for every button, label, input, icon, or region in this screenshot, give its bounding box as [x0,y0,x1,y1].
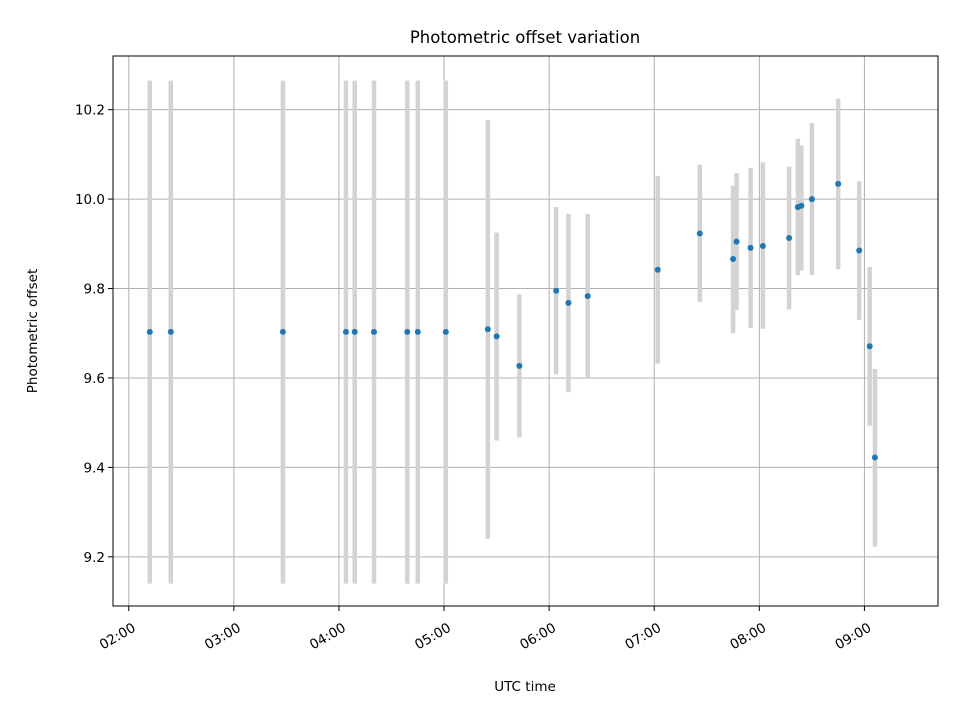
data-point [584,293,591,300]
data-point [553,287,560,294]
chart-title: Photometric offset variation [410,28,640,47]
data-point [866,343,873,350]
data-point [370,328,377,335]
data-point [835,180,842,187]
plot-frame [112,55,939,607]
data-point [798,202,805,209]
data-point [414,328,421,335]
y-tick-label: 9.6 [84,371,105,387]
data-point [484,326,491,333]
y-tick-label: 10.0 [75,192,105,208]
data-point [146,328,153,335]
y-tick-label: 9.8 [84,282,105,298]
data-point [696,230,703,237]
data-point [404,328,411,335]
data-point [493,333,500,340]
data-point [442,328,449,335]
data-point [733,238,740,245]
data-point [654,266,661,273]
y-tick-label: 9.4 [84,460,105,476]
x-axis-label: UTC time [494,679,556,695]
y-axis-label: Photometric offset [25,269,41,393]
data-point [167,328,174,335]
data-point [871,454,878,461]
y-tick-label: 10.2 [75,103,105,119]
data-point [747,244,754,251]
y-tick-label: 9.2 [84,550,105,566]
data-point [759,243,766,250]
data-point [565,299,572,306]
data-point [856,247,863,254]
data-point [730,256,737,263]
y-axis-ticks: 9.2 9.4 9.6 9.8 10.0 10.2 [75,103,113,566]
data-point [342,328,349,335]
data-point [279,328,286,335]
data-point [786,234,793,241]
data-points [146,180,878,461]
data-point [516,362,523,369]
data-point [808,196,815,203]
data-point [351,328,358,335]
